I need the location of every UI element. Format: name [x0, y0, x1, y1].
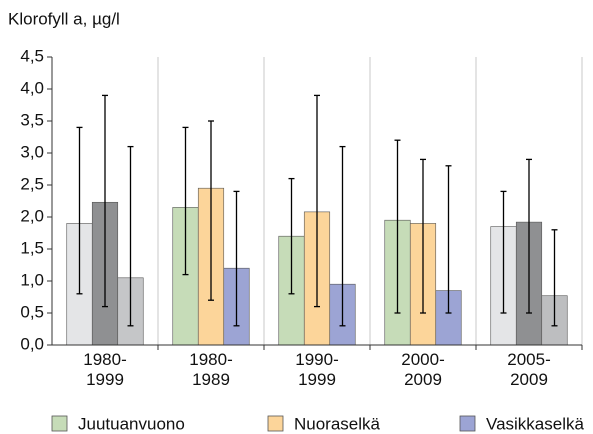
y-tick-label: 0,0 — [20, 334, 44, 353]
y-tick-label: 1,5 — [20, 238, 44, 257]
y-tick-label: 2,0 — [20, 206, 44, 225]
x-tick-label: 2005- 2009 — [507, 350, 551, 389]
legend-swatch — [51, 415, 68, 432]
x-tick-label: 1980- 1999 — [83, 350, 127, 389]
y-axis-label: Klorofyll a, µg/l — [8, 9, 120, 28]
y-tick-label: 3,5 — [20, 110, 44, 129]
legend-label: Juutuanvuono — [78, 414, 185, 433]
y-tick-label: 4,5 — [20, 46, 44, 65]
legend-swatch — [459, 415, 476, 432]
x-tick-label: 2000- 2009 — [401, 350, 445, 389]
y-tick-label: 0,5 — [20, 302, 44, 321]
y-tick-label: 1,0 — [20, 270, 44, 289]
legend-swatch — [267, 415, 284, 432]
legend-label: Nuoraselkä — [294, 414, 381, 433]
legend-label: Vasikkaselkä — [486, 414, 584, 433]
x-tick-label: 1990- 1999 — [295, 350, 339, 389]
x-tick-label: 1980- 1989 — [189, 350, 233, 389]
y-tick-label: 3,0 — [20, 142, 44, 161]
y-tick-label: 4,0 — [20, 78, 44, 97]
y-tick-label: 2,5 — [20, 174, 44, 193]
